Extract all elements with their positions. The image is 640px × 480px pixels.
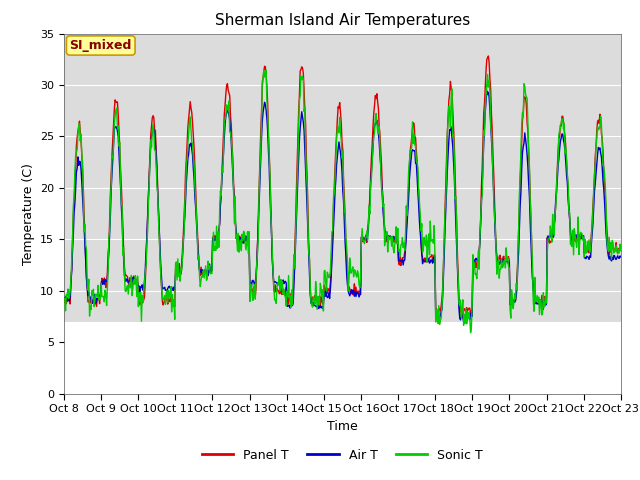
Legend: Panel T, Air T, Sonic T: Panel T, Air T, Sonic T (196, 444, 488, 467)
Text: SI_mixed: SI_mixed (70, 39, 132, 52)
Y-axis label: Temperature (C): Temperature (C) (22, 163, 35, 264)
Bar (64, 34, 621, 322)
Title: Sherman Island Air Temperatures: Sherman Island Air Temperatures (215, 13, 470, 28)
X-axis label: Time: Time (327, 420, 358, 432)
